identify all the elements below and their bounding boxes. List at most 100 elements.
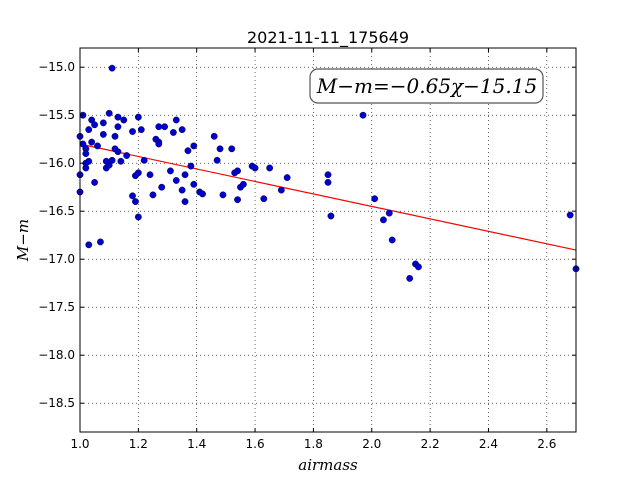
x-tick-label: 2.2 [421,437,440,451]
y-tick-label: −16.0 [38,156,75,170]
data-point [82,164,90,172]
y-tick-label: −16.5 [38,204,75,218]
data-point [277,186,285,194]
data-point [385,209,393,217]
data-point [120,116,128,124]
data-point [324,171,332,179]
x-tick-label: 2.4 [479,437,498,451]
data-point [181,171,189,179]
data-point [91,178,98,186]
data-point [123,152,131,159]
data-point [172,177,180,184]
data-point [190,142,198,150]
data-point [210,132,218,140]
data-point [85,241,93,249]
data-point [359,111,367,119]
data-point [380,216,387,224]
y-tick-label: −17.5 [38,300,75,314]
data-point [388,236,396,244]
data-point [85,126,93,134]
data-point [155,123,163,131]
x-tick-label: 2.6 [537,437,556,451]
data-point [566,211,574,219]
data-point [327,212,335,220]
data-point [184,147,192,155]
data-points [76,64,580,282]
fit-line-layer [79,143,577,251]
grid [80,48,576,432]
data-point [234,167,241,175]
y-axis-label: M−m [14,219,32,262]
y-tick-label: −18.0 [38,348,75,362]
data-point [146,171,154,179]
y-tick-label: −15.5 [38,108,75,122]
x-tick-label: 1.4 [187,437,206,451]
data-point [140,156,148,164]
data-point [251,164,259,172]
fit-line [79,143,577,251]
data-point [111,132,119,140]
x-tick-label: 1.0 [70,437,89,451]
plot-area-frame [79,47,577,433]
chart-title: 2021-11-11_175649 [247,28,409,48]
data-point [129,128,136,135]
data-point [82,150,90,158]
data-point [187,162,195,170]
fit-equation-frame [309,68,544,104]
data-point [134,113,142,121]
data-point [85,157,93,165]
data-point [213,156,221,164]
data-point [114,113,122,121]
data-point [99,130,107,138]
data-point [324,178,332,186]
data-point [181,198,189,206]
data-point [114,123,122,131]
data-point [260,195,268,203]
data-point [134,213,142,221]
data-point [178,186,186,194]
axis-ticks: 1.0 1.2 1.4 1.6 1.8 2.0 2.2 2.4 2.6 −15.0 −15.5 −16… [38,48,576,451]
data-point [172,116,180,124]
x-tick-label: 2.0 [362,437,381,451]
data-point [234,196,241,204]
data-point [108,156,116,164]
data-point [199,190,206,198]
x-tick-label: 1.6 [246,437,265,451]
data-point [415,263,422,271]
data-point [97,238,104,246]
y-tick-label: −18.5 [38,396,75,410]
data-point [134,169,142,177]
data-point [91,121,98,129]
fit-equation-box: M−m=−0.65χ−15.15 [309,68,544,104]
data-point [94,142,101,150]
data-point [228,145,236,153]
data-point [132,198,139,206]
data-point [161,123,169,131]
y-tick-label: −15.0 [38,60,75,74]
data-point [117,157,125,165]
data-point [169,129,177,136]
data-point [155,140,163,148]
data-point [105,109,113,117]
data-point [108,64,116,72]
data-point [129,192,136,200]
data-point [406,274,414,282]
data-point [88,138,96,146]
data-point [190,180,198,188]
data-point [239,180,247,188]
data-point [216,145,224,153]
data-point [283,174,291,182]
data-point [266,164,274,172]
data-point [371,195,379,203]
x-axis-label: airmass [298,456,358,474]
data-point [114,148,122,156]
fit-equation-text: M−m=−0.65χ−15.15 [316,74,537,98]
data-point [158,183,166,191]
x-tick-label: 1.8 [304,437,323,451]
data-point [137,126,145,134]
data-point [219,191,227,199]
data-point [167,167,174,175]
x-tick-label: 1.2 [129,437,148,451]
y-tick-label: −17.0 [38,252,75,266]
